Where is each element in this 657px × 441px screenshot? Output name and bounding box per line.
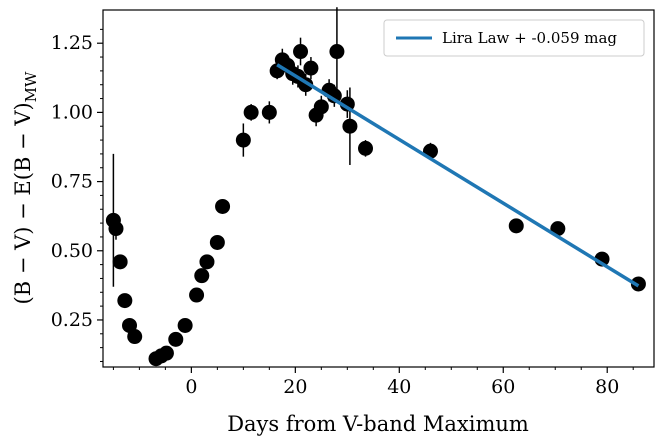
- data-point: [177, 317, 193, 333]
- data-point: [508, 218, 524, 234]
- y-axis-label: (B − V) − E(B − V)MW: [11, 71, 40, 304]
- data-point: [293, 44, 309, 60]
- data-point: [209, 234, 225, 250]
- data-point: [303, 60, 319, 76]
- data-point: [112, 254, 128, 270]
- y-tick-label: 0.25: [51, 309, 93, 331]
- x-tick-label: 80: [595, 376, 619, 398]
- y-axis-label-main: (B − V) − E(B − V): [11, 102, 35, 304]
- legend: Lira Law + -0.059 mag: [383, 19, 645, 57]
- data-point: [358, 140, 374, 156]
- y-tick-label: 1.00: [51, 101, 93, 123]
- data-point: [329, 44, 345, 60]
- y-tick-label: 0.75: [51, 171, 93, 193]
- data-points: [105, 7, 646, 367]
- data-point: [194, 268, 210, 284]
- data-point: [108, 221, 124, 237]
- data-point: [189, 287, 205, 303]
- x-tick-label: 40: [387, 376, 411, 398]
- data-point: [339, 96, 355, 112]
- data-point: [342, 118, 358, 134]
- data-point: [127, 329, 143, 345]
- data-point: [158, 345, 174, 361]
- y-axis: 0.25 0.50 0.75 1.00 1.25: [51, 28, 103, 362]
- plot-frame: [102, 9, 655, 368]
- lira-law-line: [276, 63, 640, 288]
- data-point: [199, 254, 215, 270]
- data-point: [243, 104, 259, 120]
- x-tick-label: 0: [185, 376, 197, 398]
- y-axis-label-subscript: MW: [22, 71, 40, 102]
- data-point: [261, 104, 277, 120]
- x-tick-label: 20: [283, 376, 307, 398]
- x-tick-label: 60: [491, 376, 515, 398]
- data-point: [168, 331, 184, 347]
- data-point: [215, 198, 231, 214]
- y-tick-label: 0.50: [51, 240, 93, 262]
- y-tick-label: 1.25: [51, 32, 93, 54]
- x-axis-label: Days from V-band Maximum: [227, 412, 529, 436]
- legend-label: Lira Law + -0.059 mag: [442, 29, 617, 47]
- data-point: [313, 99, 329, 115]
- data-point: [235, 132, 251, 148]
- data-point: [117, 293, 133, 309]
- legend-box: [383, 19, 645, 57]
- x-axis: 0 20 40 60 80: [112, 367, 634, 398]
- lira-law-line-group: [276, 63, 640, 288]
